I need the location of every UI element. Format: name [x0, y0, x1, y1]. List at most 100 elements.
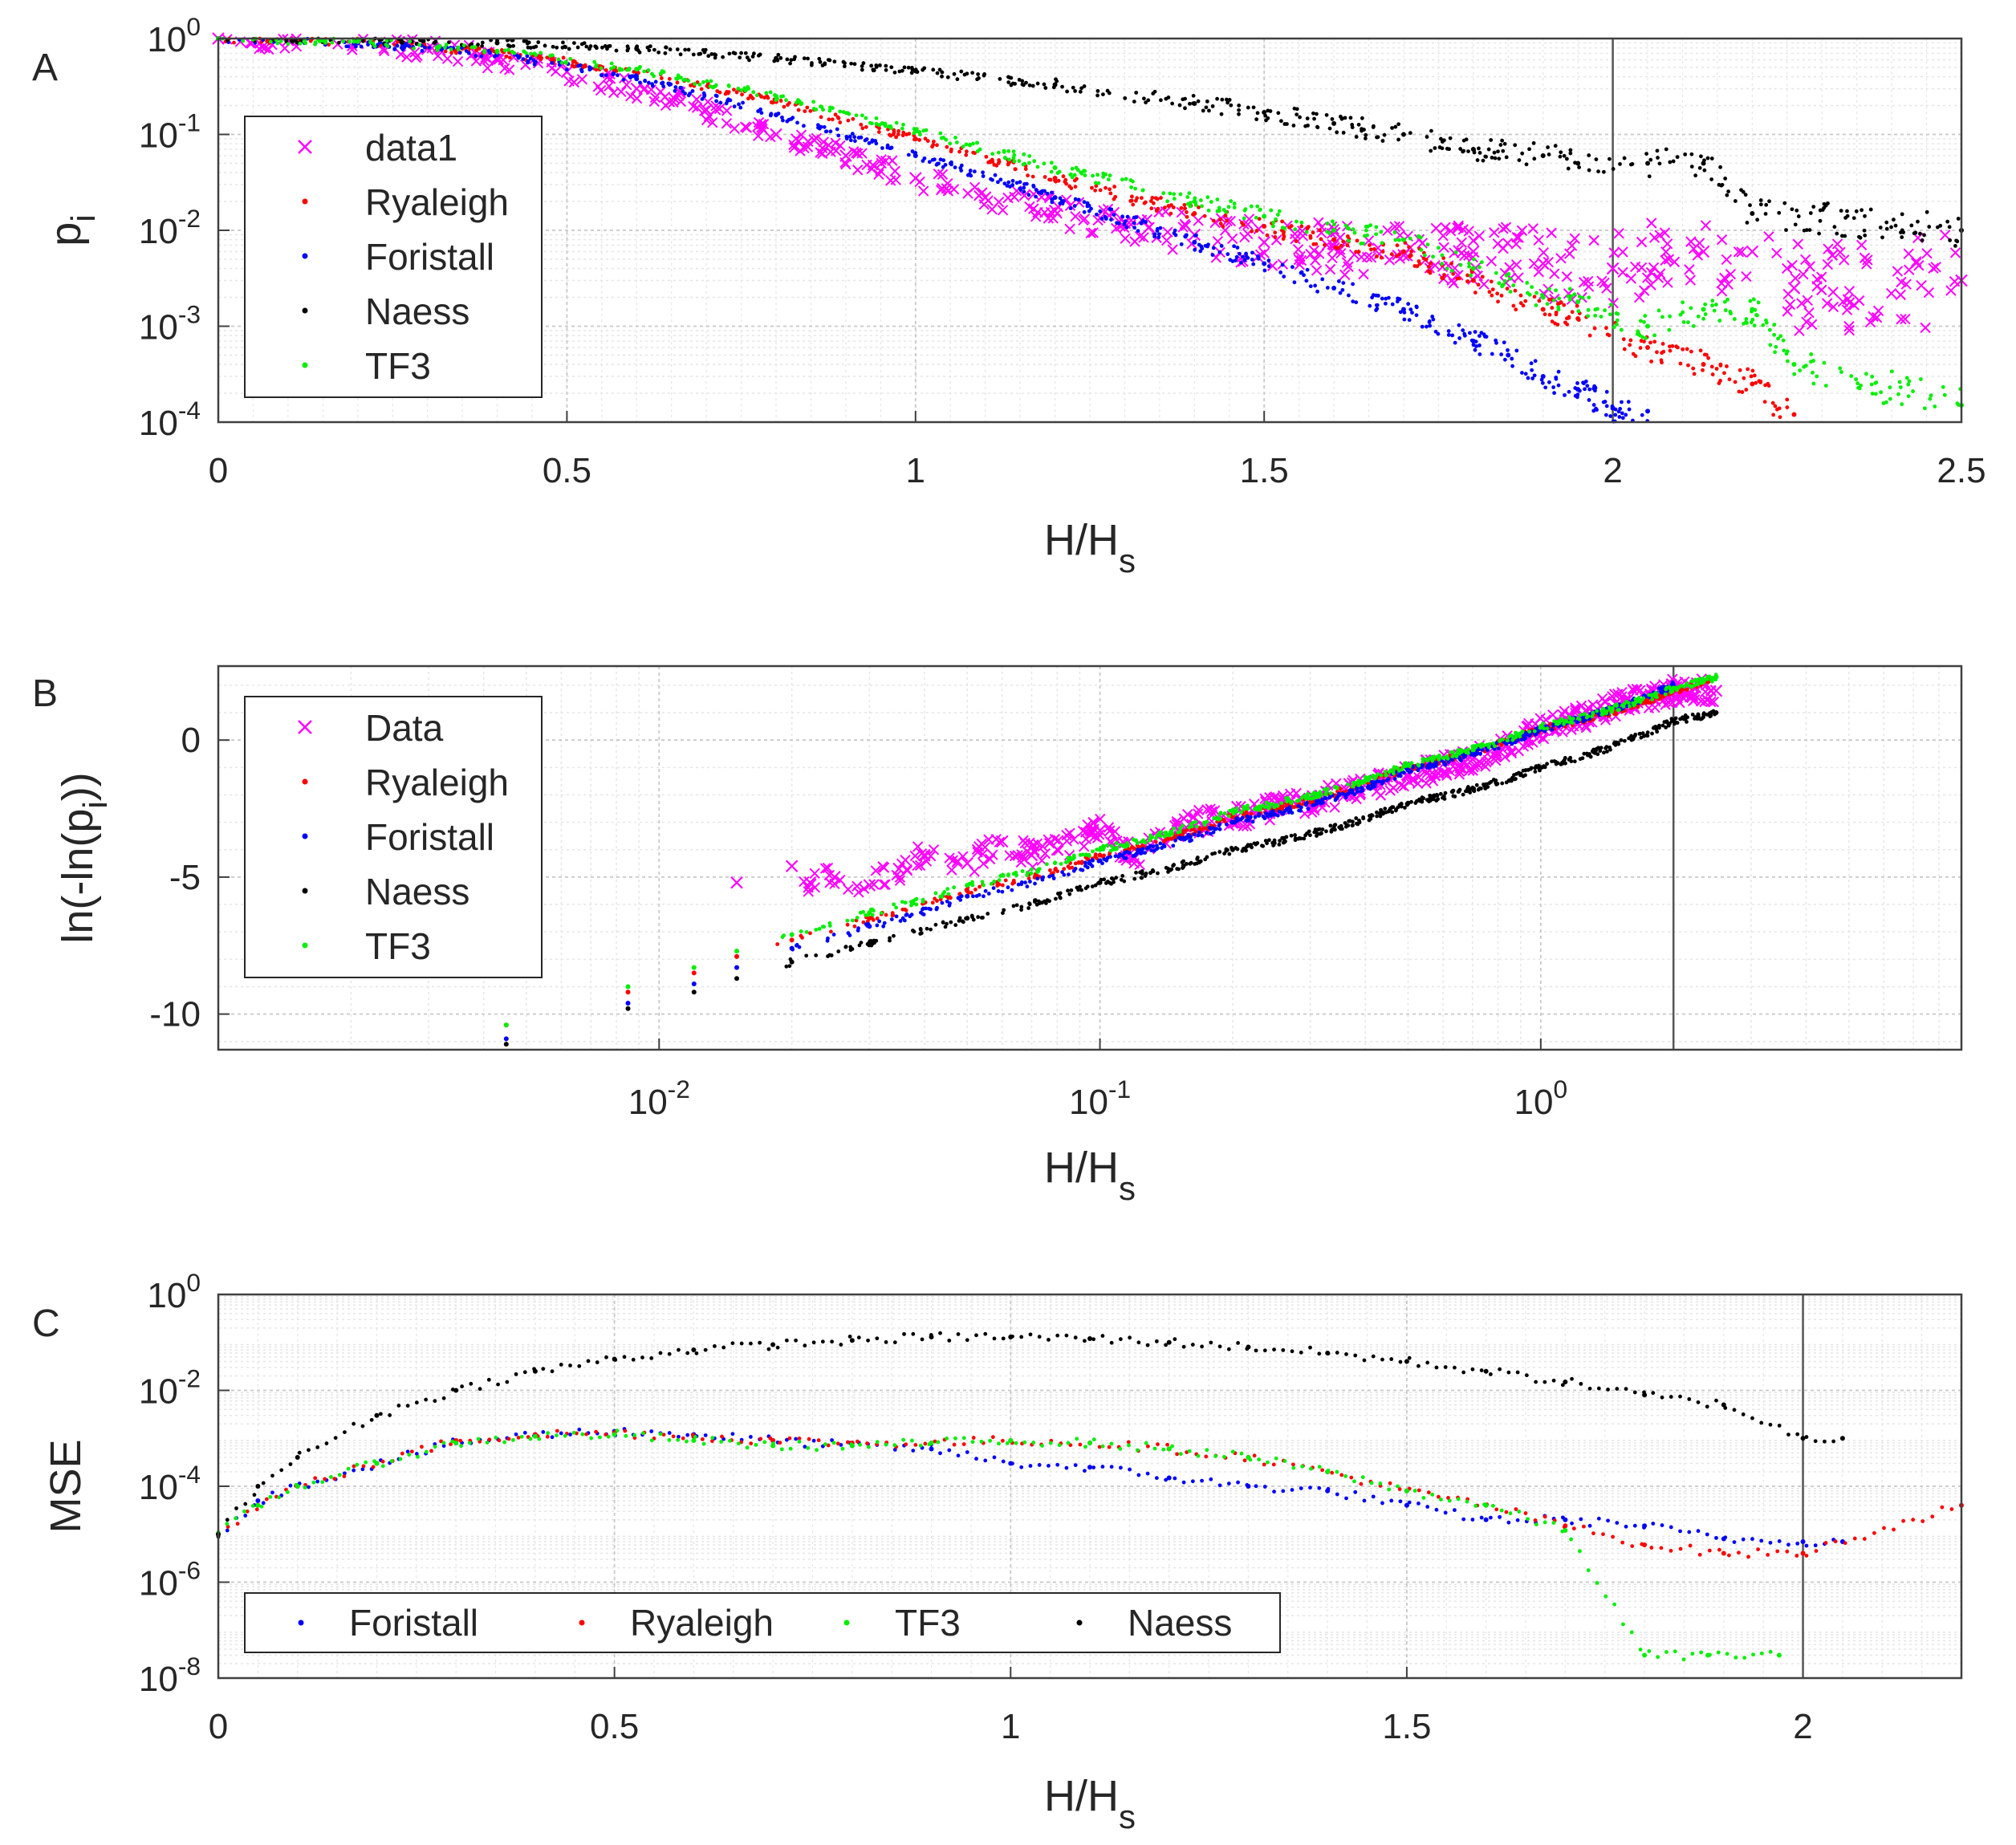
data-mark [1210, 104, 1215, 108]
data-mark [1006, 885, 1010, 890]
data-mark [1204, 105, 1209, 110]
data-mark [1393, 124, 1398, 129]
data-point [1645, 408, 1651, 414]
data-mark [1508, 277, 1513, 281]
data-mark [1368, 247, 1373, 252]
data-mark [1179, 205, 1184, 210]
legend-box [244, 116, 543, 398]
data-mark [1181, 830, 1186, 835]
data-mark [1007, 157, 1011, 162]
data-point [1750, 381, 1755, 387]
data-mark [1477, 343, 1482, 347]
data-mark [1118, 852, 1123, 857]
data-mark [1472, 753, 1477, 758]
data-mark [1022, 185, 1026, 190]
data-mark [1513, 746, 1525, 757]
data-mark [1587, 398, 1591, 402]
data-mark [829, 953, 834, 957]
data-mark [1638, 346, 1643, 350]
data-mark [1398, 310, 1403, 315]
data-point [867, 924, 872, 929]
data-mark [1477, 334, 1482, 339]
data-mark [1500, 221, 1512, 233]
data-mark [1351, 299, 1356, 304]
data-point [1400, 132, 1406, 137]
data-mark [1827, 250, 1838, 261]
data-mark [1453, 250, 1458, 254]
data-mark [1601, 282, 1612, 294]
data-mark [1336, 279, 1341, 283]
data-mark [1045, 898, 1050, 903]
data-mark [666, 81, 671, 86]
data-mark [482, 63, 494, 74]
data-mark [1095, 173, 1099, 177]
data-mark [1313, 283, 1318, 288]
data-mark [1255, 111, 1260, 116]
data-mark [330, 40, 335, 45]
data-mark [1778, 415, 1782, 420]
data-mark [1510, 259, 1522, 270]
data-mark [1751, 297, 1756, 302]
data-mark [1451, 794, 1456, 799]
data-mark [1070, 175, 1075, 180]
data-mark [1019, 837, 1030, 849]
data-mark [1082, 84, 1087, 88]
data-mark [705, 79, 709, 83]
data-mark [831, 933, 836, 937]
data-mark [1626, 400, 1631, 404]
data-mark [1447, 147, 1452, 152]
data-mark [1047, 874, 1052, 879]
data-mark [1006, 75, 1010, 79]
data-mark [1689, 349, 1693, 354]
data-mark [668, 47, 673, 51]
data-point [1052, 165, 1058, 170]
data-mark [1070, 166, 1075, 171]
data-mark [1075, 177, 1079, 181]
data-mark [1265, 841, 1269, 846]
data-mark [1710, 299, 1715, 303]
data-mark [1473, 230, 1485, 242]
data-mark [1708, 711, 1712, 715]
data-mark [1821, 298, 1833, 309]
data-mark [1177, 221, 1189, 233]
data-mark [1896, 392, 1900, 396]
data-mark [691, 102, 703, 113]
data-mark [647, 48, 652, 53]
data-mark [1811, 381, 1816, 386]
data-mark [653, 79, 658, 84]
data-mark [395, 43, 400, 48]
data-point [1331, 120, 1337, 126]
data-mark [1082, 169, 1086, 173]
data-mark [1332, 222, 1336, 227]
data-mark [476, 43, 480, 47]
data-mark [1461, 148, 1466, 153]
data-mark [1315, 831, 1320, 836]
data-mark [1427, 269, 1432, 274]
data-point [634, 76, 640, 82]
data-mark [1129, 236, 1140, 247]
data-mark [1777, 210, 1782, 215]
data-mark [1313, 248, 1325, 259]
data-mark [997, 160, 1002, 164]
data-mark [1315, 289, 1319, 294]
data-mark [1209, 827, 1213, 831]
data-mark [1072, 204, 1077, 208]
data-mark [1580, 295, 1585, 300]
data-mark [563, 59, 568, 64]
data-mark [1209, 217, 1221, 229]
data-mark [1644, 336, 1648, 340]
data-mark [1368, 223, 1373, 228]
data-mark [827, 108, 832, 113]
data-mark [1476, 282, 1481, 287]
data-mark [841, 110, 846, 114]
data-mark [1254, 229, 1259, 233]
data-mark [1929, 393, 1933, 398]
data-mark [1331, 778, 1342, 790]
data-mark [1449, 268, 1454, 273]
data-mark [1644, 152, 1648, 156]
data-mark [1290, 787, 1302, 799]
data-mark [941, 158, 946, 163]
data-mark [842, 64, 847, 69]
data-mark [1224, 848, 1229, 853]
data-mark [1299, 224, 1304, 229]
